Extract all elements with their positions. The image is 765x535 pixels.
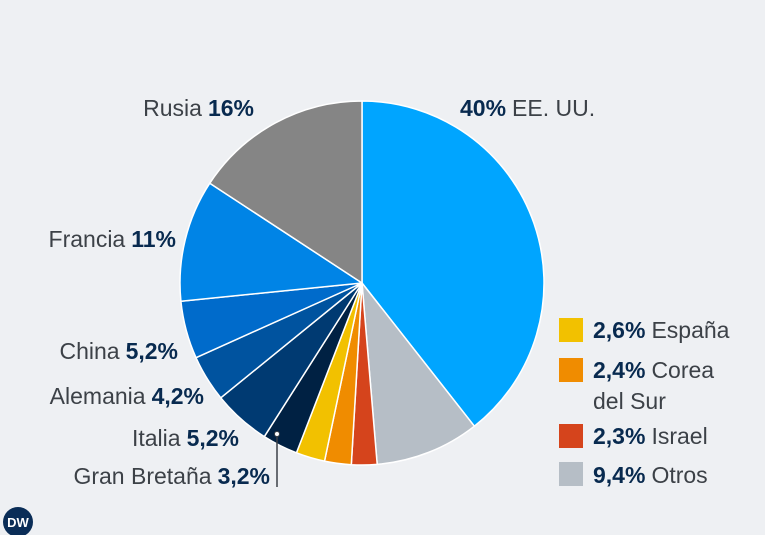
dw-logo-text: DW: [7, 515, 29, 530]
legend-swatch-espana: [559, 318, 583, 342]
legend-swatch-israel: [559, 424, 583, 448]
legend-item-otros: 9,4% Otros: [559, 462, 708, 488]
legend-label-espana: 2,6% España: [593, 317, 730, 343]
legend-label-israel: 2,3% Israel: [593, 423, 708, 449]
outside-labels: 40% EE. UU. Rusia 16% Francia 11% China 5,2%…: [49, 95, 596, 489]
legend-swatch-corea: [559, 358, 583, 382]
legend-item-israel: 2,3% Israel: [559, 423, 708, 449]
pie-slice-francia: [179, 182, 363, 303]
legend-swatch-otros: [559, 462, 583, 486]
dw-logo: DW: [3, 507, 33, 535]
gran-bretana-leader: [274, 431, 280, 487]
label-gran-bretana: Gran Bretaña 3,2%: [73, 463, 270, 489]
legend-item-espana: 2,6% España: [559, 317, 730, 343]
pie-slice-ee-uu: [361, 100, 545, 427]
legend-item-corea: 2,4% Corea del Sur: [559, 357, 714, 414]
legend-label-corea-line2: del Sur: [593, 388, 666, 414]
legend: 2,6% España 2,4% Corea del Sur 2,3% Israel …: [559, 317, 730, 488]
legend-label-corea: 2,4% Corea: [593, 357, 714, 383]
label-ee-uu: 40% EE. UU.: [460, 95, 595, 121]
label-rusia: Rusia 16%: [143, 95, 254, 121]
label-francia: Francia 11%: [49, 226, 176, 252]
pie-slice-rusia: [209, 100, 363, 284]
label-italia: Italia 5,2%: [132, 425, 239, 451]
label-china: China 5,2%: [59, 338, 178, 364]
pie-slices: [179, 100, 545, 466]
pie-slice-otros: [361, 282, 476, 466]
dw-logo-circle: [3, 507, 33, 535]
legend-label-otros: 9,4% Otros: [593, 462, 708, 488]
label-alemania: Alemania 4,2%: [50, 383, 204, 409]
